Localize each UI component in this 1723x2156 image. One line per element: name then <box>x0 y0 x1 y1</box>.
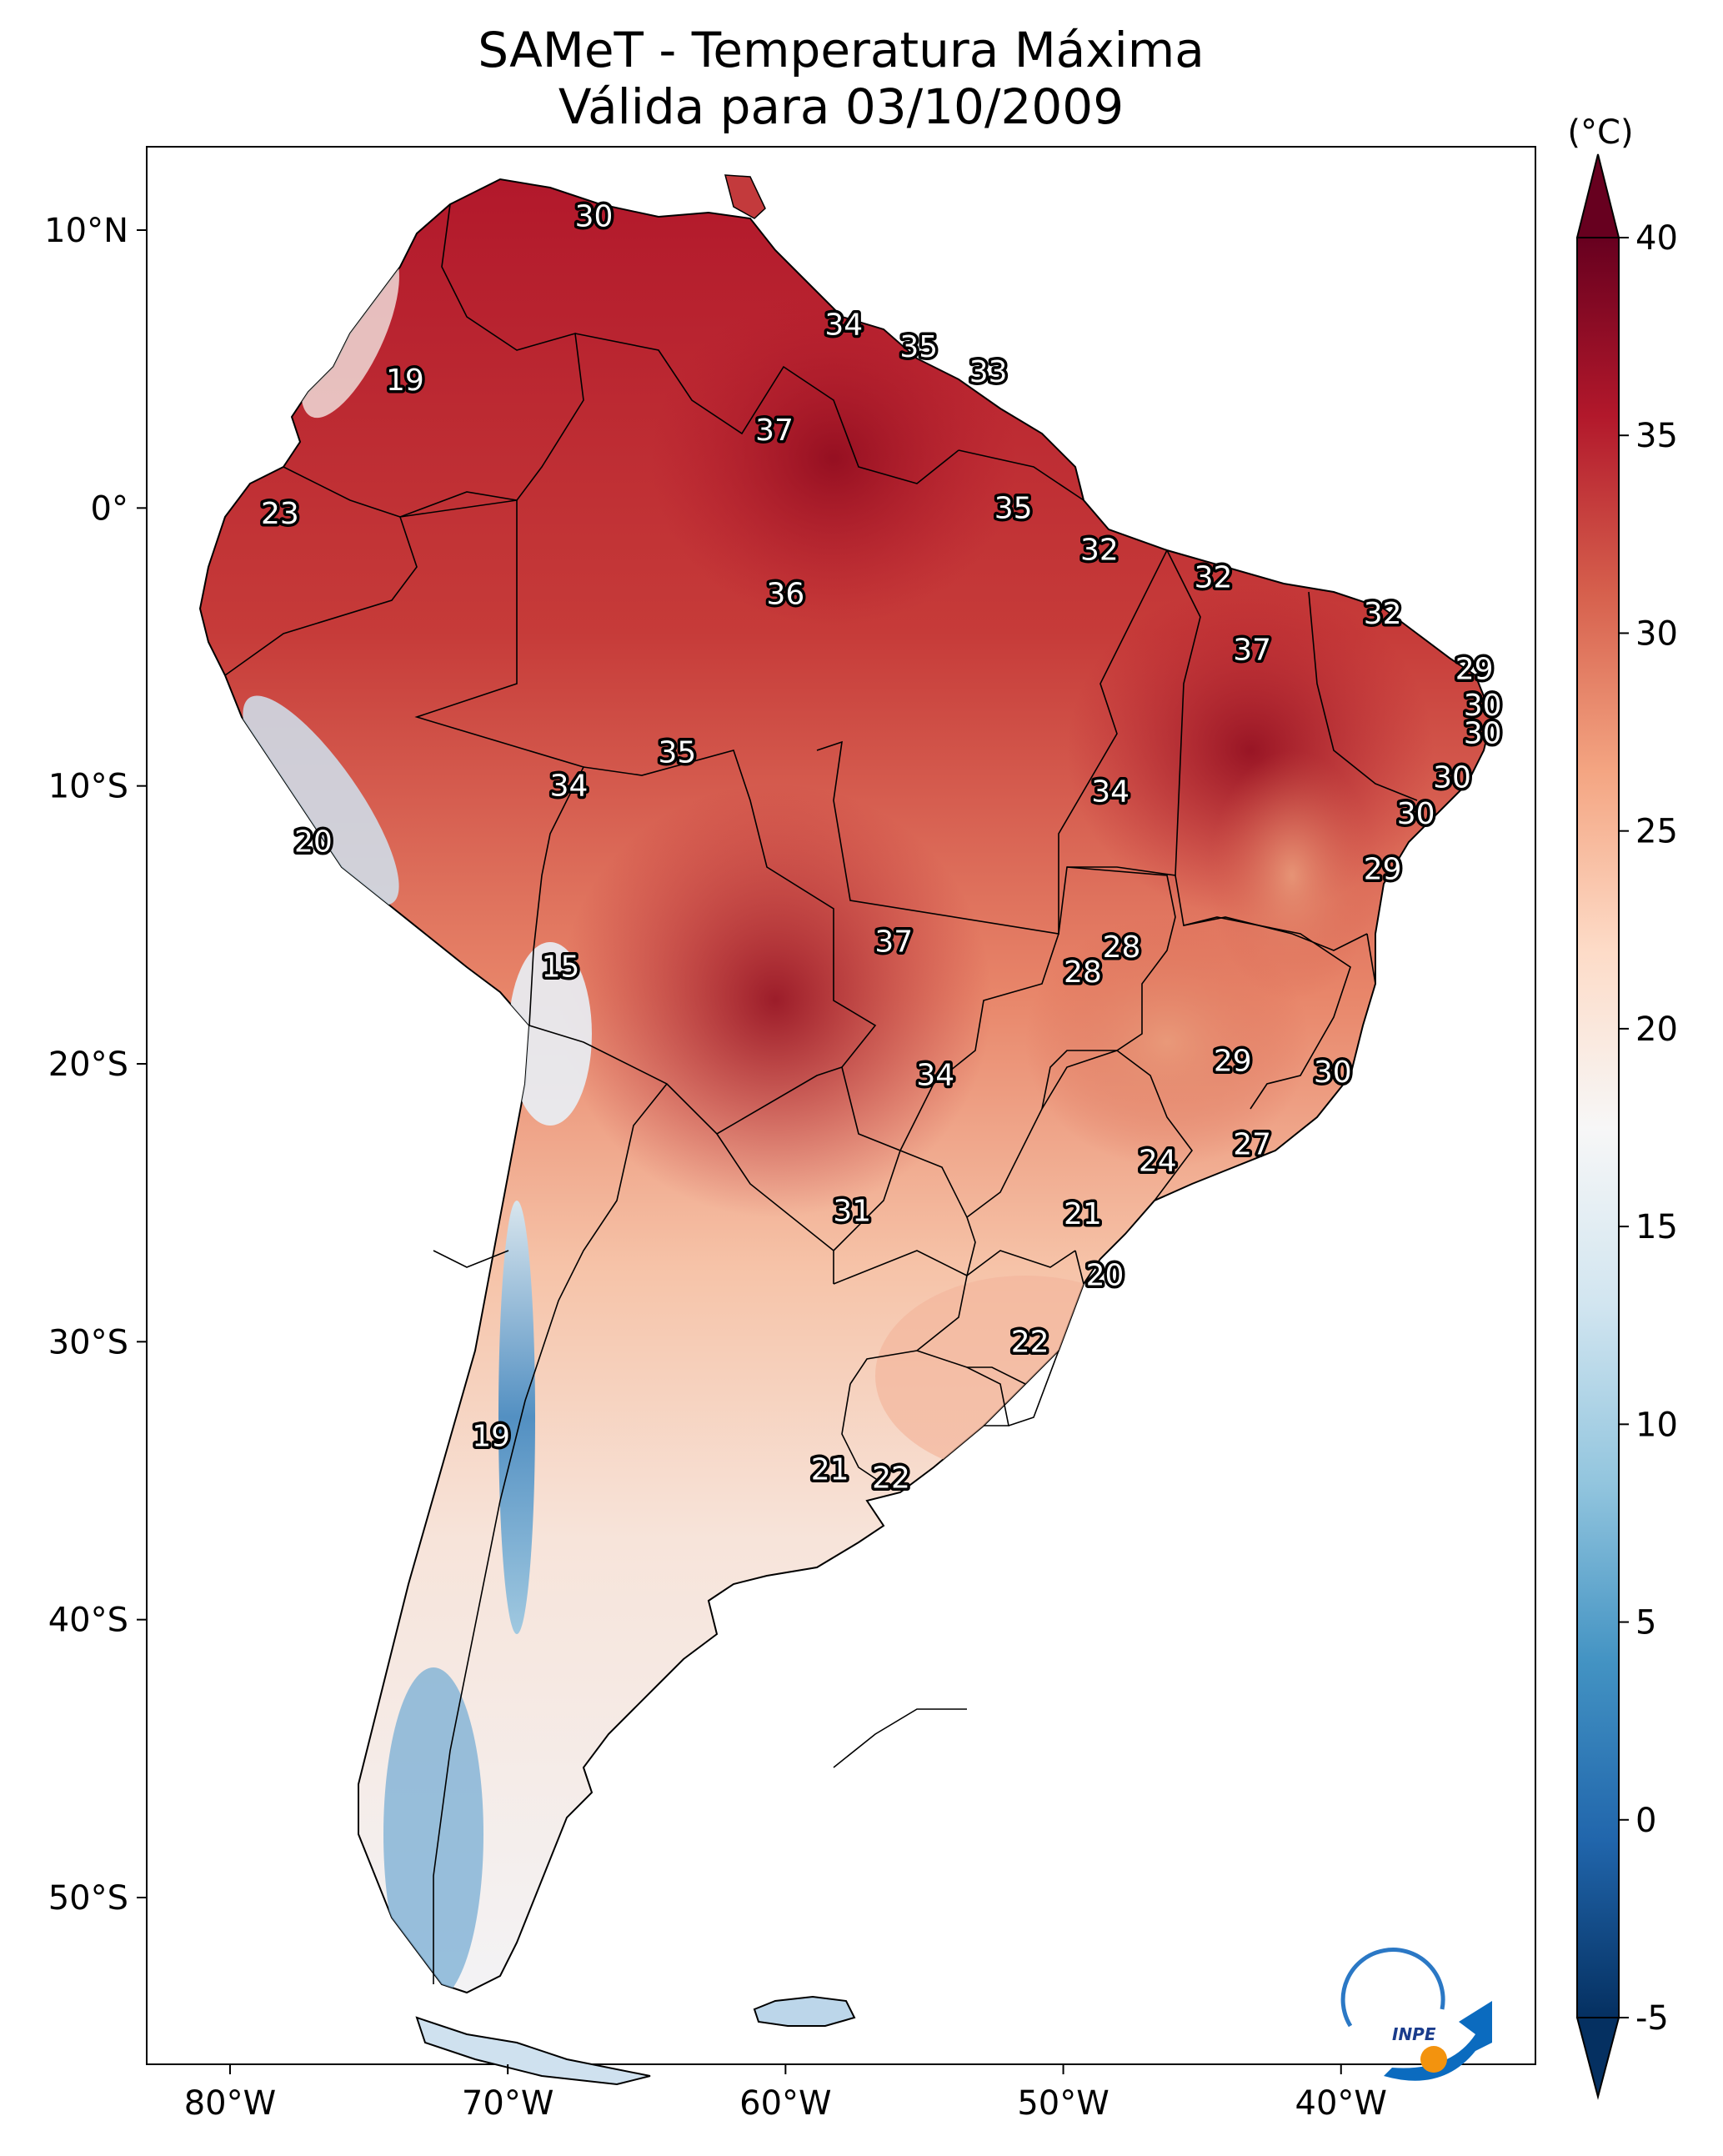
map-title: SAMeT - Temperatura Máxima <box>478 22 1205 78</box>
temperature-label: 21 <box>1064 1197 1102 1231</box>
temperature-label: 30 <box>1464 716 1502 750</box>
temperature-label: 29 <box>1455 653 1494 687</box>
temperature-label: 30 <box>1433 761 1471 795</box>
tierra-del-fuego <box>415 2016 651 2086</box>
country-borders <box>224 203 1418 1984</box>
temperature-label: 29 <box>1364 853 1402 887</box>
latitude-axis: 10°N 0° 10°S 20°S 30°S 40°S 50°S <box>44 212 147 1918</box>
temperature-label: 22 <box>1011 1325 1049 1359</box>
temperature-label: 30 <box>1464 689 1502 723</box>
lon-tick-label: 40°W <box>1295 2084 1387 2123</box>
colorbar-tick-label: 20 <box>1635 1010 1678 1049</box>
temperature-label: 34 <box>824 308 863 342</box>
lon-tick-label: 70°W <box>462 2084 553 2123</box>
temperature-label: 32 <box>1080 533 1119 567</box>
temperature-label: 24 <box>1139 1145 1177 1179</box>
temperature-label: 19 <box>472 1420 510 1454</box>
temperature-label: 35 <box>899 330 938 364</box>
temperature-label: 34 <box>916 1058 954 1092</box>
temperature-label: 35 <box>994 491 1033 525</box>
temperature-label: 20 <box>1086 1258 1124 1292</box>
colorbar-tick-label: 40 <box>1635 219 1678 258</box>
temperature-label: 37 <box>874 925 913 959</box>
temperature-label: 29 <box>1214 1045 1252 1079</box>
inpe-logo-text: INPE <box>1392 2024 1436 2044</box>
temperature-label: 19 <box>386 364 424 398</box>
temperature-label: 37 <box>1233 633 1271 667</box>
lat-tick-label: 50°S <box>48 1879 128 1918</box>
temperature-label: 31 <box>833 1195 871 1229</box>
temperature-label: 28 <box>1103 930 1141 965</box>
lat-tick-label: 30°S <box>48 1323 128 1361</box>
temperature-label: 34 <box>550 770 589 804</box>
falkland-islands <box>753 1995 856 2027</box>
temperature-label: 32 <box>1195 561 1233 595</box>
colorbar-tick-label: 25 <box>1635 813 1678 851</box>
colorbar-extend-min <box>1575 2017 1620 2100</box>
colorbar-tick-label: 10 <box>1635 1406 1678 1444</box>
lat-tick-label: 10°S <box>48 768 128 806</box>
temperature-label: 30 <box>1314 1055 1352 1090</box>
temperature-label: 20 <box>294 825 333 859</box>
temperature-label: 23 <box>261 497 299 531</box>
colorbar-tick-label: 5 <box>1635 1604 1656 1642</box>
colorbar-ticks: 40 35 30 25 20 15 10 5 0 -5 <box>1619 219 1678 2038</box>
colorbar-tick-label: 0 <box>1635 1802 1656 1840</box>
temperature-label: 21 <box>811 1453 849 1487</box>
temperature-label: 30 <box>1397 797 1435 831</box>
colorbar-tick-label: 35 <box>1635 417 1678 455</box>
lat-tick-label: 40°S <box>48 1602 128 1640</box>
lat-tick-label: 10°N <box>44 212 128 250</box>
colorbar: (°C) 40 35 30 25 20 15 10 5 0 -5 <box>1567 113 1678 2100</box>
temperature-label: 27 <box>1233 1128 1271 1162</box>
temperature-label: 37 <box>755 414 794 448</box>
temperature-label: 30 <box>575 199 614 233</box>
temperature-label: 34 <box>1091 775 1129 809</box>
lon-tick-label: 50°W <box>1017 2084 1109 2123</box>
temperature-label: 32 <box>1364 597 1402 631</box>
temperature-label: 33 <box>969 355 1008 389</box>
colorbar-extend-max <box>1575 153 1620 238</box>
lat-tick-label: 20°S <box>48 1045 128 1084</box>
inpe-logo-dot <box>1420 2046 1447 2073</box>
temperature-label: 35 <box>658 736 696 770</box>
colorbar-tick-label: -5 <box>1635 1999 1669 2038</box>
map-subtitle: Válida para 03/10/2009 <box>558 78 1124 135</box>
colorbar-tick-label: 30 <box>1635 614 1678 653</box>
colorbar-bar <box>1576 237 1620 2018</box>
longitude-axis: 80°W 70°W 60°W 50°W 40°W <box>184 2064 1387 2123</box>
lon-tick-label: 60°W <box>739 2084 831 2123</box>
temperature-label: 22 <box>872 1462 910 1496</box>
temperature-label: 15 <box>542 950 580 984</box>
lat-tick-label: 0° <box>91 489 128 528</box>
trinidad-island <box>724 174 766 219</box>
colorbar-unit: (°C) <box>1567 113 1633 152</box>
lon-tick-label: 80°W <box>184 2084 276 2123</box>
inpe-logo: INPE <box>1340 1948 1492 2081</box>
temperature-label: 28 <box>1064 955 1102 990</box>
temperature-label: 36 <box>766 578 804 612</box>
colorbar-tick-label: 15 <box>1635 1208 1678 1246</box>
